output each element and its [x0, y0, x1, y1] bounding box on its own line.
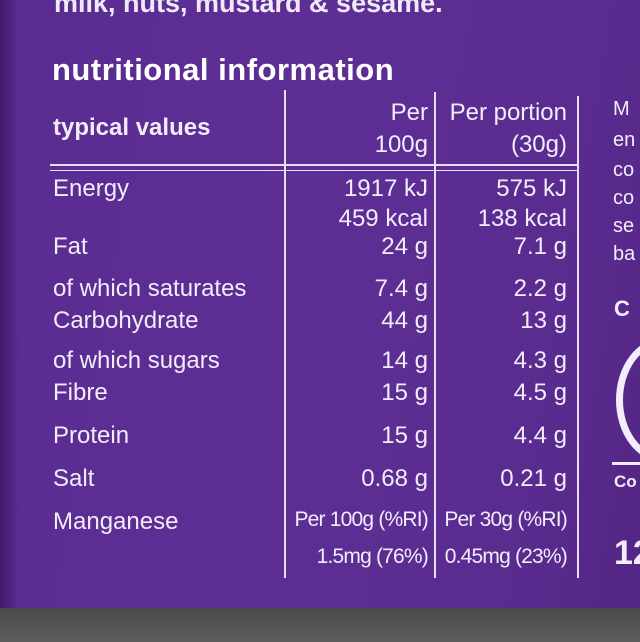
- row-energy-per100-kcal: 459 kcal: [338, 205, 428, 232]
- row-manganese-portion-value: 0.45mg (23%): [444, 545, 568, 568]
- row-manganese-portion-header: Per 30g (%RI): [444, 508, 567, 531]
- header-per-portion-line2: (30g): [510, 131, 567, 158]
- row-salt-per100: 0.68 g: [361, 465, 428, 492]
- side-text-line-1: M: [613, 98, 630, 120]
- header-rule-bottom: [50, 170, 578, 171]
- row-energy-portion-kcal: 138 kcal: [477, 205, 567, 232]
- row-fat-portion: 7.1 g: [513, 233, 567, 260]
- side-rule: [612, 462, 640, 465]
- row-protein-portion: 4.4 g: [513, 422, 567, 449]
- packaging-panel: milk, nuts, mustard & sesame. nutritiona…: [0, 0, 640, 608]
- header-per-100-line1: Per: [390, 99, 428, 126]
- row-carbohydrate-portion: 13 g: [520, 307, 567, 334]
- table-divider-middle: [434, 92, 436, 578]
- row-protein-per100: 15 g: [381, 422, 428, 449]
- row-label-sugars: of which sugars: [53, 347, 220, 374]
- row-manganese-per100-value: 1.5mg (76%): [316, 545, 429, 568]
- row-salt-portion: 0.21 g: [500, 465, 567, 492]
- header-rule-top: [50, 164, 578, 166]
- nutrition-title: nutritional information: [52, 52, 395, 87]
- side-text-line-4: co: [613, 187, 635, 209]
- row-label-fat: Fat: [53, 233, 88, 260]
- side-number: 12: [614, 534, 640, 572]
- row-label-fibre: Fibre: [53, 379, 108, 406]
- row-sugars-portion: 4.3 g: [513, 347, 567, 374]
- side-heading: C: [614, 296, 630, 321]
- row-saturates-per100: 7.4 g: [374, 275, 428, 302]
- side-text-line-6: ba: [613, 243, 636, 265]
- row-saturates-portion: 2.2 g: [513, 275, 567, 302]
- side-text-line-5: se: [613, 215, 635, 237]
- row-manganese-per100-header: Per 100g (%RI): [294, 508, 428, 531]
- table-divider-left: [284, 90, 286, 578]
- row-fat-per100: 24 g: [381, 233, 428, 260]
- row-carbohydrate-per100: 44 g: [381, 307, 428, 334]
- row-label-salt: Salt: [53, 465, 95, 492]
- side-text-line-2: en: [613, 129, 636, 151]
- row-energy-portion-kj: 575 kJ: [496, 175, 567, 202]
- table-divider-right: [577, 96, 579, 578]
- allergens-text: milk, nuts, mustard & sesame.: [54, 0, 443, 18]
- row-label-carbohydrate: Carbohydrate: [53, 307, 199, 334]
- row-energy-per100-kj: 1917 kJ: [343, 175, 428, 202]
- header-per-portion-line1: Per portion: [449, 99, 567, 126]
- row-sugars-per100: 14 g: [381, 347, 428, 374]
- header-typical-values: typical values: [53, 114, 211, 141]
- side-text-line-3: co: [613, 159, 635, 181]
- row-label-energy: Energy: [53, 175, 130, 202]
- side-circle-graphic: [616, 338, 640, 462]
- row-fibre-per100: 15 g: [381, 379, 428, 406]
- row-label-protein: Protein: [53, 422, 130, 449]
- packaging-fold-edge: [0, 0, 18, 608]
- row-fibre-portion: 4.5 g: [513, 379, 567, 406]
- header-per-100-line2: 100g: [374, 131, 428, 158]
- row-label-saturates: of which saturates: [53, 275, 247, 302]
- background-surface: [0, 608, 640, 642]
- side-label: Co: [614, 472, 637, 491]
- row-label-manganese: Manganese: [53, 508, 179, 535]
